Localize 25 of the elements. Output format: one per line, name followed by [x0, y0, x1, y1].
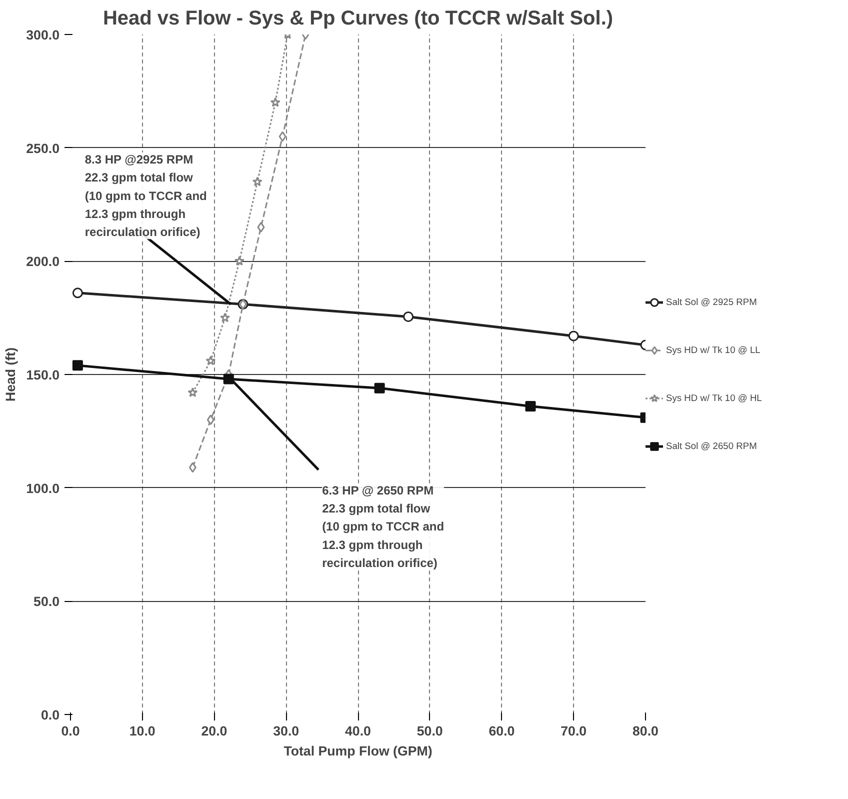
- x-tick-label: 50.0: [416, 724, 443, 738]
- x-tick-label: 30.0: [273, 724, 300, 738]
- annotation: 6.3 HP @ 2650 RPM 22.3 gpm total flow (10 gpm to TCCR and 12.3 gpm through recirculation orifice): [322, 483, 444, 570]
- chart-title: Head vs Flow - Sys & Pp Curves (to TCCR w/Salt Sol.): [102, 8, 614, 30]
- y-axis-title: Head (ft): [3, 347, 18, 402]
- legend-label: Salt Sol @ 2925 RPM: [666, 297, 757, 307]
- annotation: 8.3 HP @2925 RPM 22.3 gpm total flow (10 gpm to TCCR and 12.3 gpm through recirculation orifice): [84, 152, 207, 240]
- x-axis-title: Total Pump Flow (GPM): [284, 744, 432, 758]
- x-tick-label: 60.0: [488, 724, 515, 738]
- y-tick-label: 50.0: [34, 594, 60, 610]
- y-tick-label: 150.0: [26, 368, 60, 382]
- x-tick-label: 20.0: [201, 724, 228, 738]
- y-tick-label: 250.0: [26, 140, 60, 156]
- x-tick-label: 40.0: [345, 724, 371, 738]
- x-tick-label: 0.0: [61, 724, 80, 738]
- x-tick-label: 10.0: [129, 724, 156, 738]
- legend-label: Sys HD w/ Tk 10 @ HL: [666, 393, 762, 403]
- y-tick-label: 200.0: [26, 254, 60, 270]
- x-tick-label: 80.0: [632, 724, 658, 738]
- y-tick-label: 0.0: [40, 708, 60, 722]
- y-tick-label: 100.0: [26, 480, 60, 496]
- y-tick-label: 300.0: [26, 28, 60, 42]
- x-tick-label: 70.0: [560, 724, 587, 738]
- legend-label: Salt Sol @ 2650 RPM: [666, 441, 757, 451]
- legend-label: Sys HD w/ Tk 10 @ LL: [666, 345, 760, 355]
